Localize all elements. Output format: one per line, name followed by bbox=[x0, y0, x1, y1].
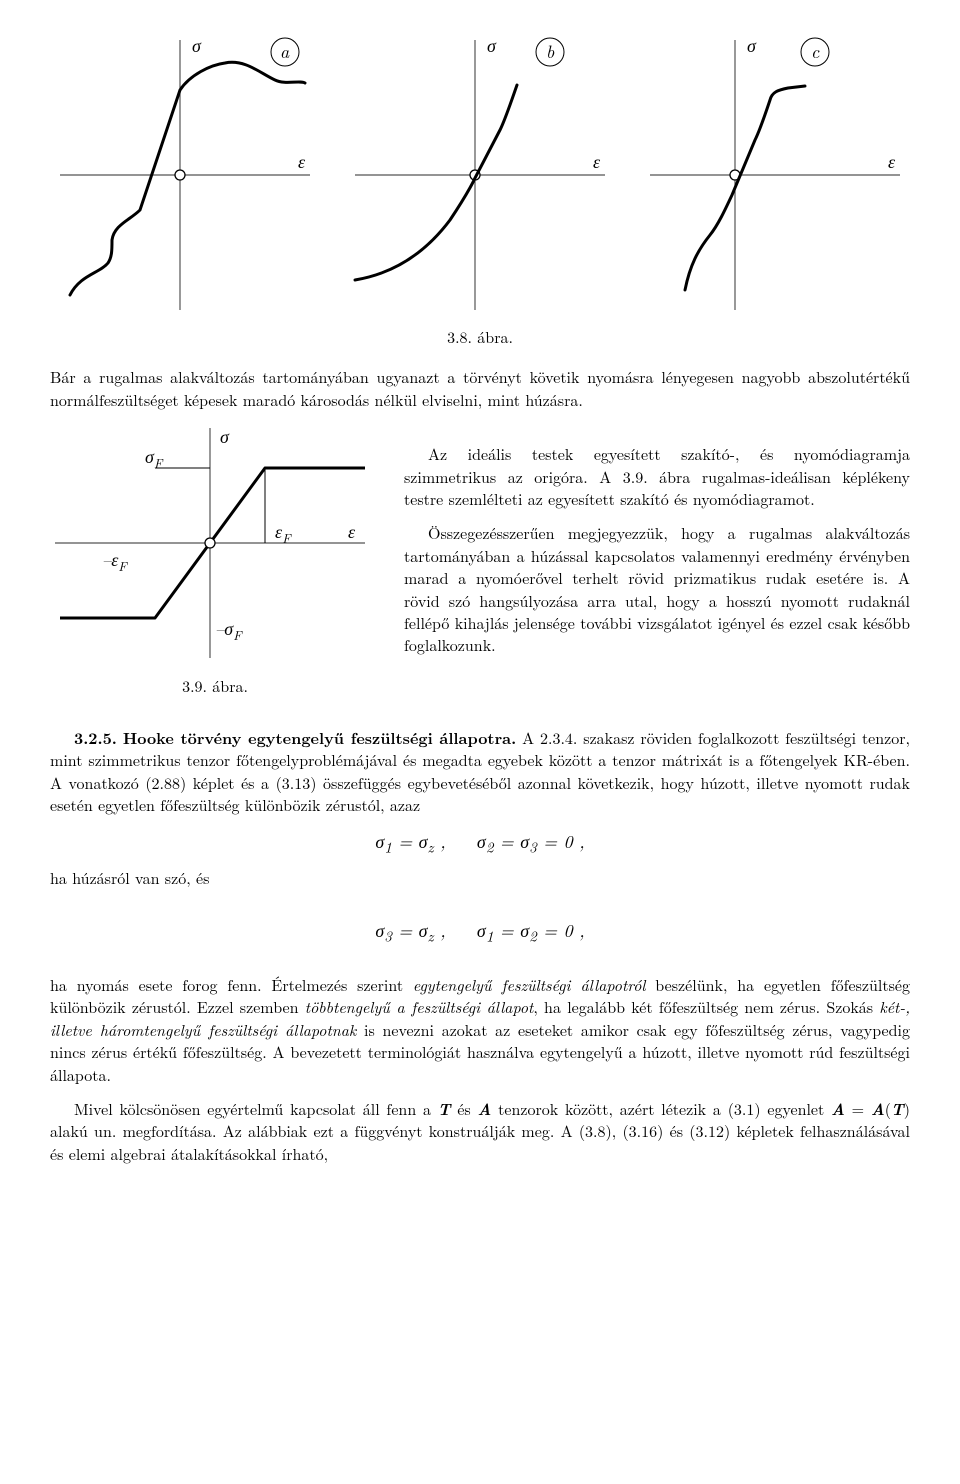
svg-text:ε: ε bbox=[888, 149, 896, 174]
figure-3-8-panel-c: σ ε c bbox=[640, 30, 910, 320]
p6-T2: T bbox=[891, 1097, 904, 1120]
p6-pc: ) bbox=[904, 1097, 910, 1120]
figure-3-8-row: σ ε a σ ε b σ ε c bbox=[50, 30, 910, 320]
svg-text:σF: σF bbox=[145, 444, 164, 472]
p6-c: tenzorok között, azért létezik a (3.1) e… bbox=[491, 1097, 831, 1120]
p6-T: T bbox=[438, 1097, 451, 1120]
svg-text:ε: ε bbox=[348, 519, 356, 544]
figure-3-8-panel-a: σ ε a bbox=[50, 30, 320, 320]
p6-d: alakú un. megfordítása. Az alábbiak ezt … bbox=[50, 1119, 910, 1164]
p5-a: ha nyomás esete forog fenn. Értelmezés s… bbox=[50, 973, 413, 996]
figure-3-8-caption: 3.8. ábra. bbox=[50, 326, 910, 348]
p6-eq: = bbox=[845, 1097, 871, 1120]
figure-3-9-svg: σ σF –σF εF ε –εF bbox=[50, 423, 370, 663]
svg-text:c: c bbox=[811, 39, 820, 64]
paragraph-6: Mivel kölcsönösen egyértelmű kapcsolat á… bbox=[50, 1098, 910, 1165]
svg-text:ε: ε bbox=[593, 149, 601, 174]
equation-2: σ3 = σz , σ1 = σ2 = 0 , bbox=[50, 918, 910, 947]
figure-3-9-caption: 3.9. ábra. bbox=[50, 675, 380, 697]
svg-text:σ: σ bbox=[747, 33, 757, 58]
paragraph-1: Bár a rugalmas alakváltozás tartományába… bbox=[50, 366, 910, 411]
p6-A2: A bbox=[831, 1097, 845, 1120]
p6-a: Mivel kölcsönösen egyértelmű kapcsolat á… bbox=[74, 1097, 438, 1120]
svg-text:–εF: –εF bbox=[102, 547, 128, 575]
p5-c: , ha legalább két főfeszültség nem zérus… bbox=[533, 995, 879, 1018]
p5-em1: egytengelyű feszültségi állapotról bbox=[413, 973, 646, 996]
p6-A: A bbox=[478, 1097, 492, 1120]
svg-text:ε: ε bbox=[298, 149, 306, 174]
figure-3-9: σ σF –σF εF ε –εF 3.9. ábra. bbox=[50, 423, 380, 715]
p5-em2: többtengelyű a feszültségi állapot bbox=[305, 995, 534, 1018]
svg-text:a: a bbox=[280, 39, 290, 64]
paragraph-4: ha húzásról van szó, és bbox=[50, 867, 910, 889]
svg-text:σ: σ bbox=[220, 424, 230, 449]
section-title: Hooke törvény egytengelyű feszültségi ál… bbox=[123, 726, 516, 749]
svg-text:–σF: –σF bbox=[215, 616, 243, 644]
svg-text:σ: σ bbox=[487, 33, 497, 58]
figure-3-8: σ ε a σ ε b σ ε c 3.8. ábra. bbox=[50, 30, 910, 348]
section-3-2-5: 3.2.5. Hooke törvény egytengelyű feszült… bbox=[50, 727, 910, 817]
svg-text:b: b bbox=[546, 39, 555, 64]
p6-A3: A bbox=[871, 1097, 885, 1120]
figure-3-8-panel-b: σ ε b bbox=[345, 30, 615, 320]
paragraph-5: ha nyomás esete forog fenn. Értelmezés s… bbox=[50, 974, 910, 1086]
equation-1: σ1 = σz , σ2 = σ3 = 0 , bbox=[50, 829, 910, 858]
p6-b: és bbox=[451, 1097, 478, 1120]
svg-text:εF: εF bbox=[275, 519, 292, 547]
svg-text:σ: σ bbox=[192, 33, 202, 58]
section-number: 3.2.5. bbox=[74, 726, 117, 749]
